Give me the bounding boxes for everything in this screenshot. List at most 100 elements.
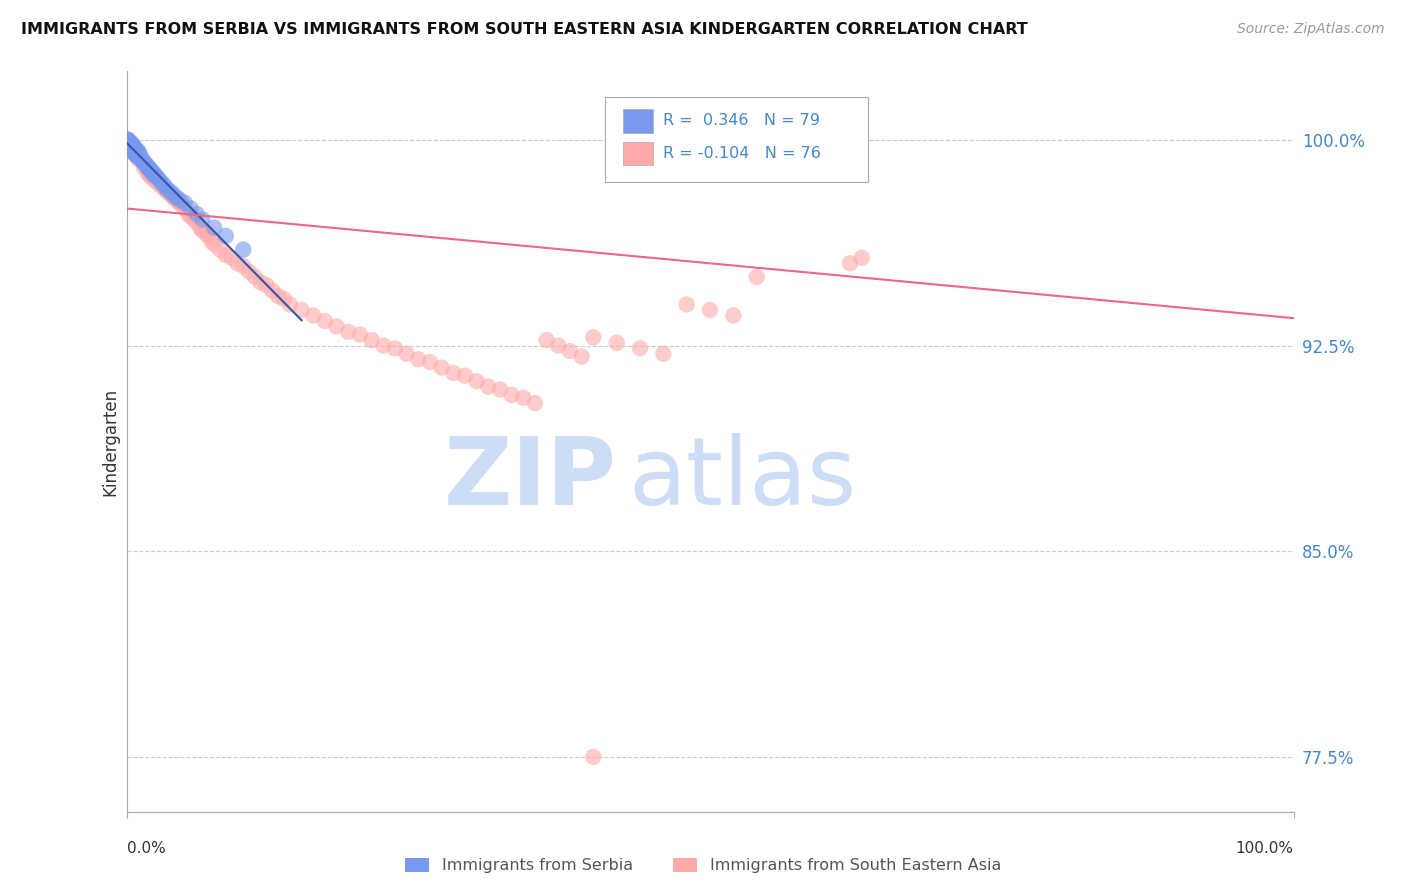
Point	[118, 136, 141, 150]
Point	[142, 166, 165, 180]
Point	[267, 289, 290, 303]
Point	[152, 177, 174, 191]
FancyBboxPatch shape	[605, 97, 868, 183]
Point	[128, 149, 150, 163]
Point	[127, 149, 149, 163]
Point	[124, 141, 146, 155]
Point	[384, 341, 406, 355]
Point	[232, 243, 254, 257]
Point	[117, 136, 139, 150]
Point	[197, 228, 219, 243]
Point	[145, 169, 167, 183]
Point	[118, 136, 141, 150]
Point	[675, 297, 697, 311]
Point	[118, 136, 141, 150]
FancyBboxPatch shape	[623, 109, 652, 133]
Point	[162, 187, 184, 202]
Point	[477, 380, 499, 394]
Point	[349, 327, 371, 342]
Point	[373, 338, 395, 352]
Point	[120, 138, 142, 153]
Point	[122, 144, 145, 158]
Point	[139, 163, 162, 178]
Point	[122, 144, 145, 158]
Point	[117, 133, 139, 147]
Point	[129, 149, 152, 163]
Point	[215, 228, 238, 243]
Point	[149, 174, 172, 188]
Point	[120, 136, 142, 150]
Point	[153, 179, 176, 194]
Point	[131, 152, 153, 166]
Point	[118, 138, 141, 153]
Point	[121, 141, 143, 155]
Point	[302, 309, 325, 323]
Point	[419, 355, 441, 369]
Point	[121, 141, 143, 155]
Point	[167, 196, 190, 211]
Point	[606, 335, 628, 350]
Point	[745, 270, 768, 285]
Point	[628, 341, 651, 355]
Point	[125, 144, 148, 158]
Point	[117, 133, 139, 147]
Point	[139, 169, 162, 183]
Text: R = -0.104   N = 76: R = -0.104 N = 76	[664, 146, 821, 161]
Point	[180, 202, 202, 216]
Point	[118, 138, 141, 153]
Point	[118, 138, 141, 153]
Point	[125, 149, 148, 163]
Point	[134, 158, 156, 172]
Point	[148, 177, 170, 191]
Point	[215, 248, 238, 262]
Point	[118, 138, 141, 153]
Point	[441, 366, 464, 380]
Point	[132, 154, 155, 169]
Point	[723, 309, 745, 323]
Point	[243, 270, 266, 285]
Point	[249, 276, 271, 290]
Point	[121, 138, 143, 153]
Point	[408, 352, 430, 367]
Point	[121, 144, 143, 158]
Text: 0.0%: 0.0%	[127, 841, 166, 856]
Point	[278, 297, 301, 311]
Point	[128, 146, 150, 161]
Point	[360, 333, 382, 347]
Point	[143, 169, 166, 183]
Point	[125, 146, 148, 161]
Point	[465, 374, 488, 388]
Point	[536, 333, 558, 347]
Point	[121, 141, 143, 155]
Y-axis label: Kindergarten: Kindergarten	[101, 387, 120, 496]
Point	[256, 278, 278, 293]
Point	[156, 185, 179, 199]
Point	[395, 347, 418, 361]
Point	[166, 190, 188, 204]
Point	[124, 146, 146, 161]
Point	[523, 396, 546, 410]
Text: R =  0.346   N = 79: R = 0.346 N = 79	[664, 113, 820, 128]
Point	[156, 182, 179, 196]
Point	[150, 179, 173, 194]
Text: atlas: atlas	[628, 433, 856, 524]
Point	[124, 144, 146, 158]
Point	[141, 166, 163, 180]
Point	[118, 138, 141, 153]
Point	[166, 193, 188, 207]
Point	[129, 152, 152, 166]
Point	[337, 325, 360, 339]
Point	[652, 347, 675, 361]
Legend: Immigrants from Serbia, Immigrants from South Eastern Asia: Immigrants from Serbia, Immigrants from …	[399, 851, 1007, 880]
Point	[191, 223, 214, 237]
Point	[174, 202, 197, 216]
Text: Source: ZipAtlas.com: Source: ZipAtlas.com	[1237, 22, 1385, 37]
Point	[582, 330, 605, 344]
Point	[454, 368, 477, 383]
Point	[558, 344, 581, 359]
Point	[124, 146, 146, 161]
Point	[132, 161, 155, 175]
Point	[117, 133, 139, 147]
Point	[124, 141, 146, 155]
FancyBboxPatch shape	[623, 142, 652, 165]
